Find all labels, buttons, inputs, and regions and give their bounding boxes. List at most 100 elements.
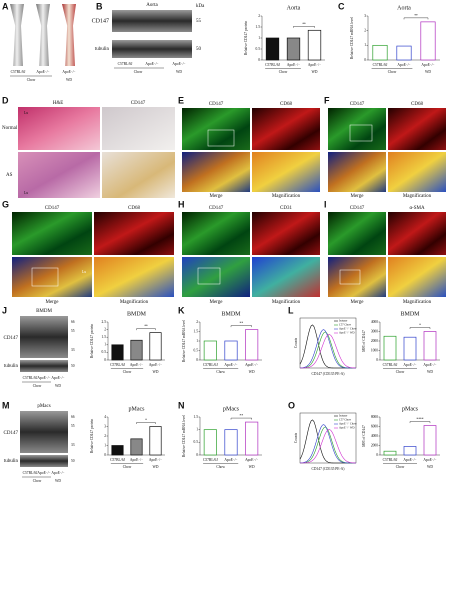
label: 50 <box>71 459 75 463</box>
x-tick-label: ApoE⁻/⁻ <box>397 63 410 67</box>
group-label: Chow <box>123 465 132 469</box>
label: Chow <box>27 78 36 82</box>
x-tick-label: ApoE⁻/⁻ <box>403 458 416 462</box>
y-tick-label: 0.5 <box>194 348 199 352</box>
label: 66 <box>71 415 75 419</box>
x-tick-label: C57BL/6J <box>383 363 398 367</box>
group-label: Chow <box>216 465 225 469</box>
y-tick-label: 3000 <box>371 329 378 333</box>
label: Chow <box>33 479 42 483</box>
chart-title: pMacs <box>223 406 240 412</box>
x-tick-label: C57BL/6J <box>203 363 218 367</box>
label: ApoE⁻/⁻ Chow <box>339 423 357 426</box>
label: 50 <box>196 47 202 52</box>
significance-bracket <box>293 26 315 28</box>
label: 50 <box>71 364 75 368</box>
bar <box>245 329 259 361</box>
panel-letter: D <box>2 95 9 105</box>
bar <box>224 429 238 456</box>
label: CD68 <box>280 102 292 107</box>
group-label: WD <box>427 465 433 469</box>
histogram-curve <box>299 329 356 369</box>
histogram-curve <box>300 334 357 369</box>
label: kDa <box>196 4 205 9</box>
significance-label: ** <box>240 414 244 418</box>
significance-label: ** <box>302 22 306 26</box>
group-label: WD <box>425 70 431 74</box>
y-tick-label: 0.5 <box>194 440 199 444</box>
label: ApoE⁻/⁻ <box>51 376 64 380</box>
bar <box>149 426 162 456</box>
bar <box>372 44 388 61</box>
label: 33 <box>71 348 75 352</box>
zoom-box <box>339 269 361 285</box>
label: C57BL/6J <box>23 471 38 475</box>
y-tick-label: 1 <box>104 443 106 447</box>
significance-bracket <box>409 421 431 424</box>
bar <box>149 332 162 361</box>
x-tick-label: ApoE⁻/⁻ <box>423 458 436 462</box>
label: pMacs <box>37 404 50 409</box>
y-tick-label: 1 <box>258 36 260 40</box>
label: Aorta <box>146 3 158 8</box>
bar <box>420 21 436 61</box>
chart-title: BMDM <box>221 311 241 317</box>
label: C57BL/6J <box>11 70 26 74</box>
panel-letter: O <box>288 400 295 410</box>
chart-title: Aorta <box>397 5 411 11</box>
blot-image <box>112 40 192 58</box>
panel-letter: M <box>2 400 10 410</box>
label: C57BL/6J <box>23 376 38 380</box>
label: CD147 (CD135 PE-A) <box>312 467 346 471</box>
y-tick-label: 1000 <box>371 348 378 352</box>
micrograph <box>252 257 320 297</box>
label: ApoE⁻/⁻ <box>37 471 50 475</box>
label: Isotype <box>339 415 348 418</box>
bar <box>307 29 322 61</box>
chart-title: pMacs <box>402 406 419 412</box>
blot-image <box>20 360 68 372</box>
x-tick-label: ApoE⁻/⁻ <box>245 458 258 462</box>
chart-title: BMDM <box>127 311 147 317</box>
x-tick-label: ApoE⁻/⁻ <box>149 458 162 462</box>
panel-letter: N <box>178 400 185 410</box>
y-tick-label: 0 <box>104 453 106 457</box>
y-tick-label: 0.5 <box>256 47 261 51</box>
y-tick-label: 2.5 <box>102 320 107 324</box>
y-tick-label: 1.5 <box>256 25 261 29</box>
micrograph <box>18 107 100 150</box>
label: Magnification <box>403 194 432 199</box>
label: ApoE⁻/⁻ Chow <box>339 328 357 331</box>
group-label: Chow <box>396 370 405 374</box>
y-axis-label: Relative CD147 mRNA level <box>182 415 186 457</box>
label: Chow <box>33 384 42 388</box>
panel-letter: A <box>2 1 9 11</box>
bar <box>203 340 217 361</box>
label: tubulin <box>4 364 19 369</box>
label: Merge <box>46 300 60 305</box>
label: C57BL/6J <box>118 62 133 66</box>
y-tick-label: 6000 <box>371 424 378 428</box>
x-tick-label: ApoE⁻/⁻ <box>245 363 258 367</box>
y-tick-label: 1 <box>104 343 106 347</box>
label: WD <box>176 70 182 74</box>
label: CD147 <box>131 101 146 106</box>
label: ApoE⁻/⁻ <box>172 62 185 66</box>
panel-letter: I <box>324 199 327 209</box>
y-tick-label: 4000 <box>371 434 378 438</box>
histogram-frame <box>299 317 357 369</box>
significance-label: * <box>419 324 421 328</box>
label: ApoE⁻/⁻ WD <box>339 332 355 335</box>
micrograph <box>182 212 250 255</box>
label: C57 Chow <box>339 419 351 422</box>
y-tick-label: 2 <box>258 14 260 18</box>
bar <box>203 429 217 456</box>
aorta-image <box>36 4 50 66</box>
label: CD31 <box>280 206 292 211</box>
micrograph <box>94 212 174 255</box>
y-tick-label: 3 <box>104 424 106 428</box>
label: H&E <box>53 101 64 106</box>
x-tick-label: C57BL/6J <box>373 63 388 67</box>
significance-label: ** <box>240 322 244 326</box>
y-tick-label: 0 <box>364 58 366 62</box>
